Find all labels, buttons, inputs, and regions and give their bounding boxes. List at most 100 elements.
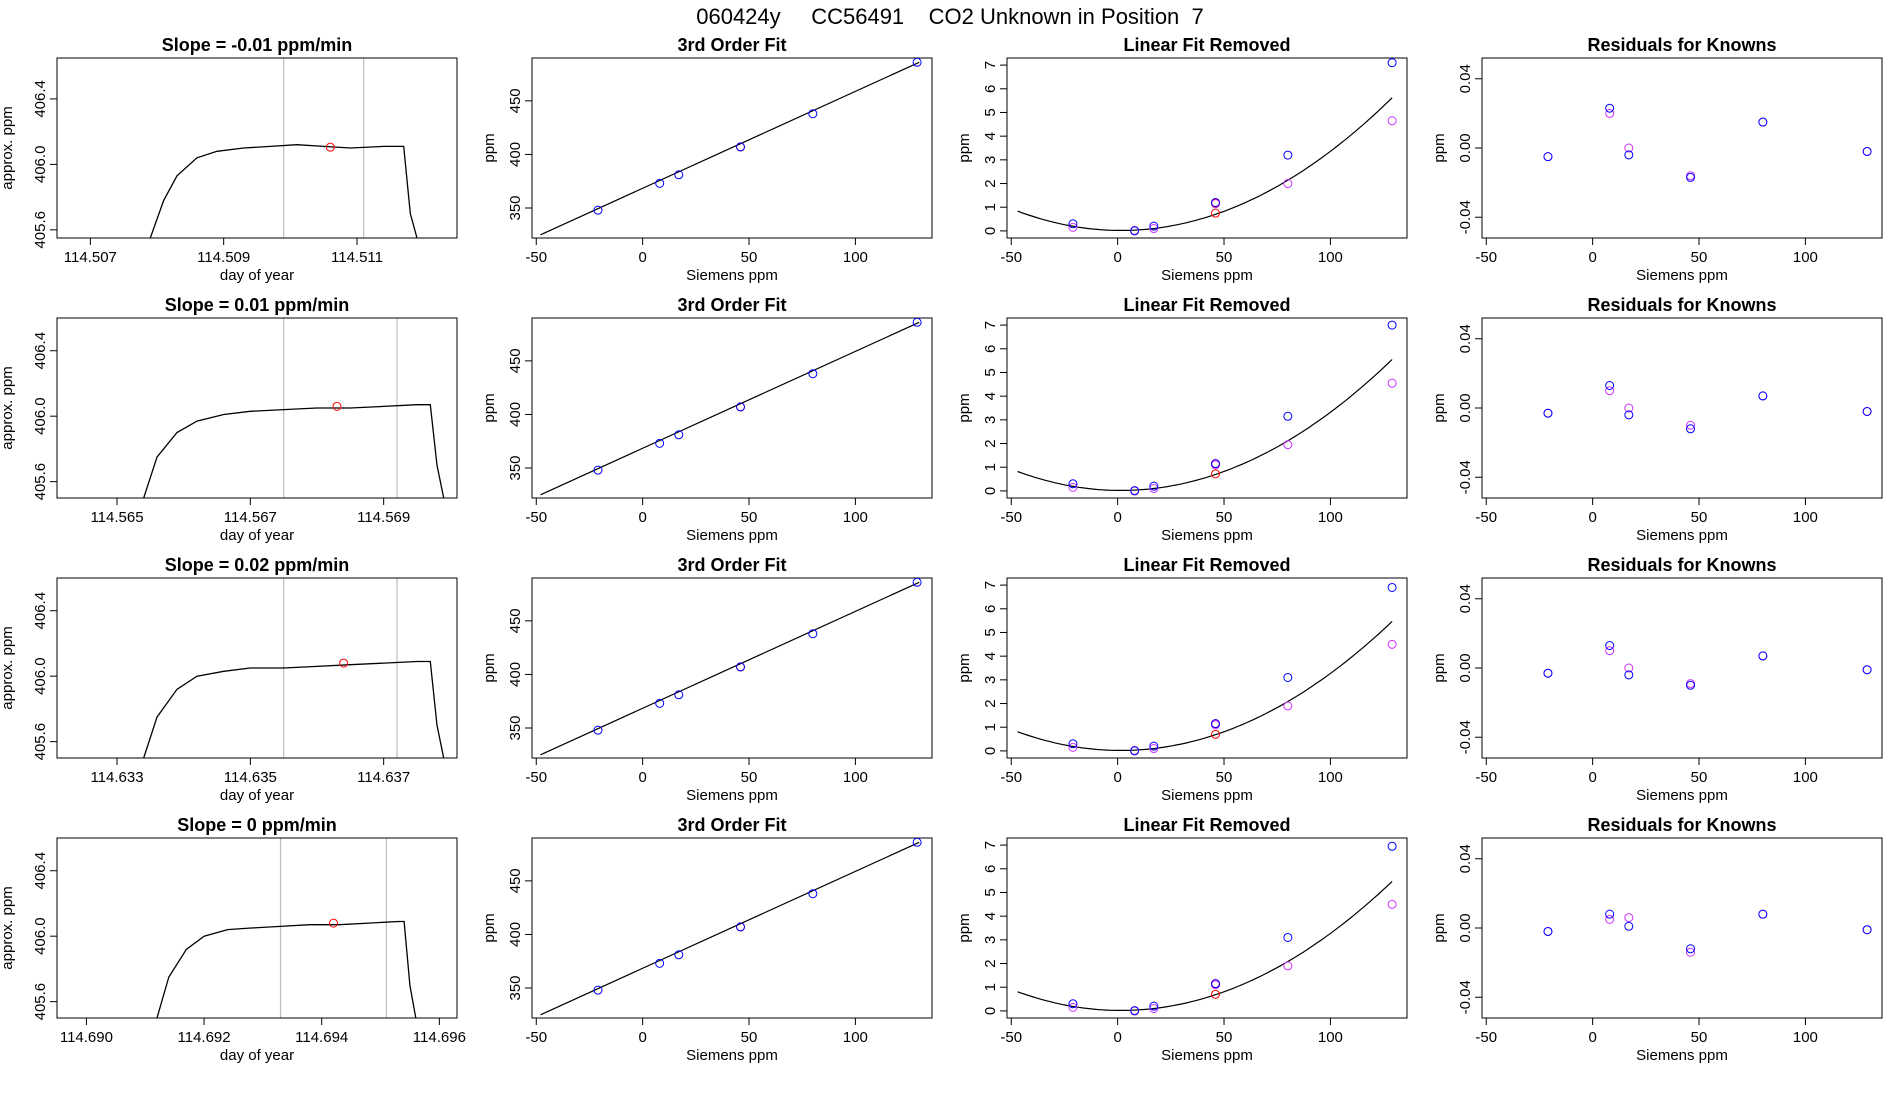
fit-curve — [1017, 620, 1393, 751]
known-point — [1686, 944, 1696, 954]
x-tick-label: 114.692 — [178, 1029, 231, 1046]
chart-title: Slope = -0.01 ppm/min — [162, 35, 353, 55]
y-tick-label: 0.04 — [1457, 324, 1474, 353]
y-tick-label: 450 — [507, 868, 524, 893]
y-tick-label: 0.00 — [1457, 133, 1474, 162]
chart-title: Linear Fit Removed — [1123, 35, 1290, 55]
x-tick-label: 100 — [843, 1029, 868, 1046]
x-tick-label: 50 — [1691, 509, 1708, 526]
panel-5: Slope = 0.01 ppm/min 114.565 114.567 114.56… — [0, 295, 458, 544]
known-point — [736, 662, 746, 672]
y-tick-label: 2 — [982, 699, 999, 707]
plot-frame — [531, 577, 933, 759]
x-tick-label: -50 — [1475, 509, 1497, 526]
plot-frame — [1481, 837, 1883, 1019]
x-tick-label: 114.511 — [331, 249, 383, 266]
y-tick-label: 350 — [507, 715, 524, 740]
known-point — [1149, 481, 1159, 491]
alt-point — [1605, 386, 1615, 396]
y-tick-label: 1 — [982, 463, 999, 471]
unknown-marker — [328, 918, 338, 928]
y-tick-label: 7 — [982, 581, 999, 589]
x-tick-label: 0 — [1588, 1029, 1596, 1046]
alt-point — [1283, 440, 1293, 450]
x-tick-label: 114.509 — [197, 249, 250, 266]
unknown-point — [1211, 208, 1221, 218]
series-line — [156, 920, 417, 1018]
alt-point — [1605, 646, 1615, 656]
x-tick-label: 100 — [1318, 509, 1343, 526]
x-axis-label: Siemens ppm — [686, 527, 778, 544]
known-point — [1149, 221, 1159, 231]
known-point — [1862, 146, 1872, 156]
y-axis-label: approx. ppm — [0, 366, 16, 449]
y-axis-label: approx. ppm — [0, 886, 16, 969]
known-point — [1605, 381, 1615, 390]
chart-title: Residuals for Knowns — [1587, 555, 1776, 575]
known-point — [1758, 651, 1768, 661]
y-tick-label: -0.04 — [1457, 980, 1474, 1014]
x-tick-label: 114.637 — [357, 769, 410, 786]
x-tick-label: -50 — [1475, 1029, 1497, 1046]
known-point — [1605, 103, 1615, 113]
x-tick-label: -50 — [1000, 1029, 1022, 1046]
known-point — [1211, 197, 1221, 207]
fit-line — [540, 841, 920, 1016]
x-tick-label: 50 — [1691, 769, 1708, 786]
plot-data — [540, 838, 922, 1016]
x-axis-label: Siemens ppm — [686, 267, 778, 284]
x-axis-label: Siemens ppm — [1161, 527, 1253, 544]
x-axis-label: day of year — [220, 527, 294, 544]
known-point — [674, 690, 684, 700]
y-axis-label: ppm — [1431, 393, 1448, 422]
alt-point — [1387, 378, 1397, 388]
y-tick-label: 7 — [982, 61, 999, 69]
alt-point — [1624, 663, 1634, 673]
y-tick-label: 3 — [982, 676, 999, 684]
alt-point — [1624, 403, 1634, 413]
x-tick-label: 50 — [1216, 249, 1233, 266]
plot-frame — [1006, 57, 1408, 239]
y-tick-label: 0.04 — [1457, 584, 1474, 613]
x-tick-label: 0 — [1113, 249, 1121, 266]
x-tick-label: 100 — [1318, 1029, 1343, 1046]
x-tick-label: -50 — [1475, 769, 1497, 786]
x-tick-label: -50 — [1475, 249, 1497, 266]
known-point — [593, 985, 603, 995]
alt-point — [1605, 108, 1615, 118]
x-tick-label: 50 — [1216, 769, 1233, 786]
alt-point — [1686, 679, 1696, 689]
y-tick-label: 5 — [982, 108, 999, 116]
panel-12: Residuals for Knowns -50 0 50 100 -0.04 0.00 0.… — [1431, 555, 1883, 804]
alt-point — [1624, 143, 1634, 153]
panel-2: 3rd Order Fit -50 0 50 100 350 400 450 Siemens p… — [481, 35, 933, 284]
known-point — [1211, 719, 1221, 729]
plot-data — [1543, 381, 1872, 434]
y-tick-label: 0 — [982, 747, 999, 755]
plot-frame — [531, 837, 933, 1019]
known-point — [1543, 152, 1553, 162]
plot-data — [1543, 641, 1872, 690]
known-point — [1624, 921, 1634, 931]
y-tick-label: 1 — [982, 723, 999, 731]
y-axis-label: ppm — [481, 393, 498, 422]
y-tick-label: 405.6 — [32, 211, 49, 249]
y-tick-label: 3 — [982, 416, 999, 424]
plot-frame — [56, 837, 458, 1019]
alt-point — [1283, 701, 1293, 711]
chart-title: Linear Fit Removed — [1123, 295, 1290, 315]
chart-title: Residuals for Knowns — [1587, 35, 1776, 55]
fit-curve — [1017, 880, 1393, 1011]
known-point — [593, 205, 603, 215]
chart-title: 3rd Order Fit — [677, 815, 786, 835]
known-point — [1862, 925, 1872, 935]
known-point — [593, 725, 603, 735]
known-point — [1624, 670, 1634, 680]
plot-data — [540, 58, 922, 236]
known-point — [1211, 979, 1221, 989]
x-axis-label: day of year — [220, 267, 294, 284]
known-point — [1605, 909, 1615, 919]
known-point — [1283, 932, 1293, 942]
panel-16: Residuals for Knowns -50 0 50 100 -0.04 0.00 0.… — [1431, 815, 1883, 1064]
